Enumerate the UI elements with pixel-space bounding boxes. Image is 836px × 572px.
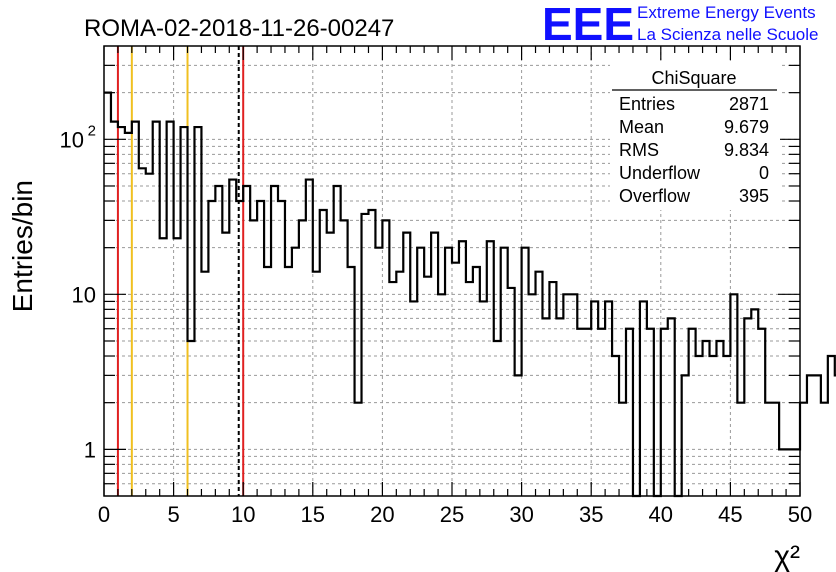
y-tick-label: 10 bbox=[60, 127, 84, 152]
logo-mark: EEE bbox=[542, 0, 634, 50]
chart-title: ROMA-02-2018-11-26-00247 bbox=[84, 15, 394, 42]
x-tick-label: 35 bbox=[579, 502, 603, 527]
stats-row-label: Underflow bbox=[619, 163, 701, 183]
reference-lines bbox=[116, 46, 245, 496]
x-axis-label: χ² bbox=[774, 540, 800, 572]
stats-row-value: 9.834 bbox=[724, 140, 769, 160]
grid-lines bbox=[104, 46, 800, 496]
y-tick-label: 1 bbox=[84, 437, 96, 462]
stats-row-value: 0 bbox=[759, 163, 769, 183]
stats-box-background bbox=[610, 64, 780, 210]
logo-line-1: Extreme Energy Events bbox=[637, 3, 816, 22]
x-tick-label: 25 bbox=[440, 502, 464, 527]
x-tick-label: 50 bbox=[788, 502, 812, 527]
histogram-line bbox=[104, 91, 836, 498]
x-tick-label: 15 bbox=[301, 502, 325, 527]
x-tick-label: 5 bbox=[167, 502, 179, 527]
stats-row-label: RMS bbox=[619, 140, 659, 160]
x-tick-label: 10 bbox=[231, 502, 255, 527]
stats-row-label: Overflow bbox=[619, 186, 691, 206]
stats-title: ChiSquare bbox=[651, 68, 736, 88]
stats-rows: Entries 2871 Mean 9.679 RMS 9.834 Underflow 0 Ov… bbox=[619, 94, 769, 206]
histogram-series bbox=[104, 91, 836, 498]
eee-logo: EEE Extreme Energy Events La Scienza nel… bbox=[542, 0, 818, 50]
logo-line-2: La Scienza nelle Scuole bbox=[637, 25, 818, 44]
stats-row-value: 2871 bbox=[729, 94, 769, 114]
x-tick-label: 45 bbox=[718, 502, 742, 527]
y-tick-exponent: 2 bbox=[88, 122, 96, 139]
y-tick-label: 10 bbox=[72, 282, 96, 307]
stats-row-value: 395 bbox=[739, 186, 769, 206]
x-tick-label: 40 bbox=[649, 502, 673, 527]
x-tick-label: 20 bbox=[370, 502, 394, 527]
stats-row-label: Mean bbox=[619, 117, 664, 137]
y-axis-label: Entries/bin bbox=[7, 180, 38, 312]
x-tick-label: 30 bbox=[509, 502, 533, 527]
x-tick-label: 0 bbox=[98, 502, 110, 527]
stats-row-value: 9.679 bbox=[724, 117, 769, 137]
stats-box: ChiSquare Entries 2871 Mean 9.679 RMS 9.834 Un… bbox=[610, 64, 780, 210]
stats-row-label: Entries bbox=[619, 94, 675, 114]
